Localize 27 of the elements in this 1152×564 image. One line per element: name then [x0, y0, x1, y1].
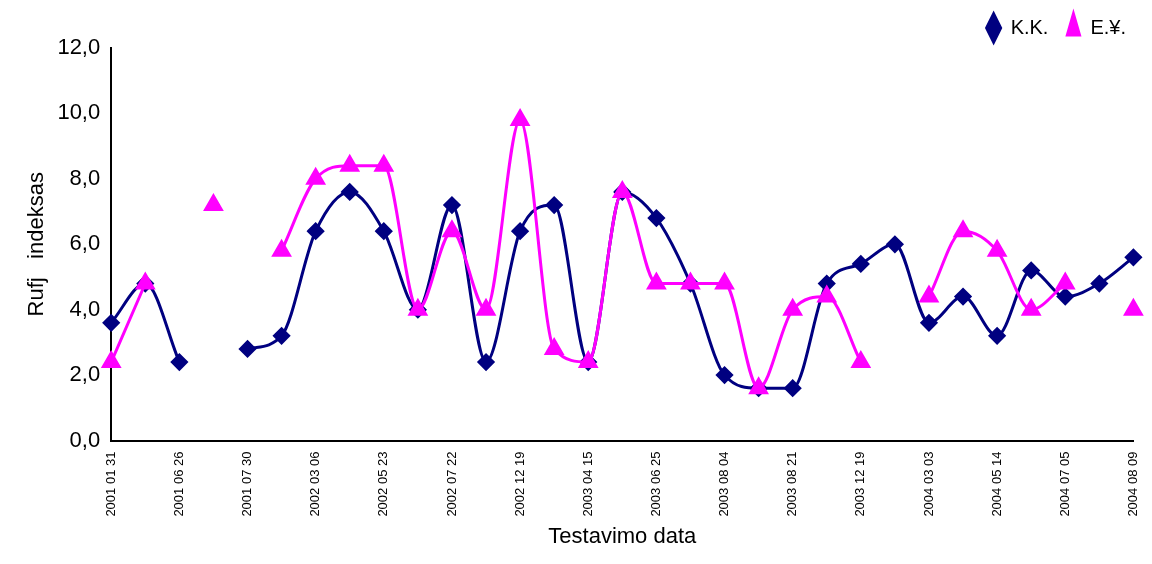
y-tick-label: 4,0 [69, 295, 101, 321]
legend-label: K.K. [1010, 15, 1049, 38]
x-tick-label: 2003 12 19 [852, 451, 868, 517]
y-tick-label: 8,0 [69, 164, 101, 190]
y-tick-label: 0,0 [69, 426, 101, 452]
x-tick-label: 2001 06 26 [170, 451, 186, 517]
x-tick-label: 2003 06 25 [647, 451, 663, 517]
y-tick-label: 12,0 [57, 34, 101, 60]
y-tick-label: 10,0 [57, 99, 101, 125]
x-tick-label: 2002 03 06 [307, 451, 323, 517]
x-tick-label: 2003 08 21 [784, 451, 800, 517]
y-tick-label: 6,0 [69, 230, 101, 256]
legend-label: E.¥. [1090, 15, 1126, 38]
x-tick-label: 2002 12 19 [511, 451, 527, 517]
y-tick-label: 2,0 [69, 361, 101, 387]
x-tick-label: 2004 03 03 [920, 451, 936, 517]
x-tick-label: 2002 05 23 [375, 451, 391, 517]
x-tick-label: 2003 04 15 [579, 451, 595, 517]
x-tick-label: 2002 07 22 [443, 451, 459, 517]
x-tick-label: 2004 08 09 [1124, 451, 1140, 517]
y-axis-title: Rufj indeksas [23, 172, 49, 317]
x-tick-label: 2001 07 30 [239, 451, 255, 517]
x-axis-title: Testavimo data [548, 522, 698, 548]
x-tick-label: 2004 05 14 [988, 451, 1004, 517]
x-tick-label: 2001 01 31 [102, 451, 118, 517]
x-tick-label: 2004 07 05 [1056, 451, 1072, 517]
x-tick-label: 2003 08 04 [716, 451, 732, 517]
